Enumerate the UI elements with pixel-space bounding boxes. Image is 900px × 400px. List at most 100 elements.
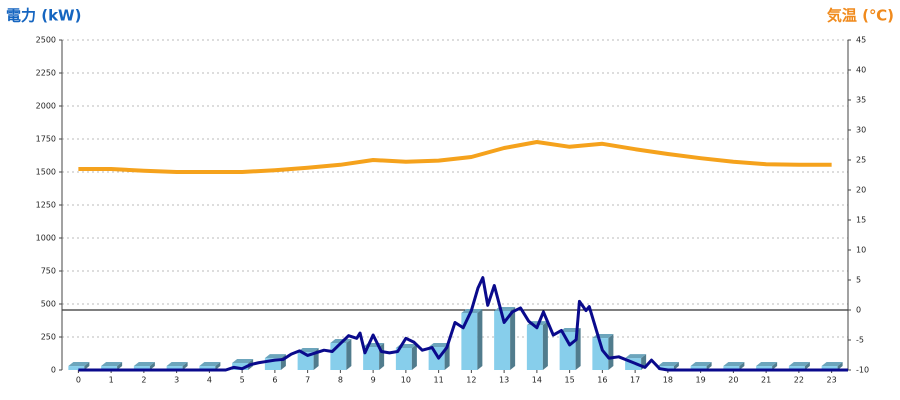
bar-top (428, 343, 450, 348)
x-tick-label: 7 (305, 376, 310, 385)
x-tick-label: 20 (728, 376, 738, 385)
bar-side (804, 362, 810, 370)
x-tick-label: 19 (696, 376, 706, 385)
y-tick-label: 750 (41, 267, 56, 276)
y2-tick-label: 40 (856, 66, 866, 75)
bar-side (477, 308, 483, 370)
bar (821, 366, 838, 370)
y-tick-label: 2250 (36, 69, 56, 78)
bar-top (821, 362, 843, 367)
x-tick-label: 11 (434, 376, 444, 385)
bar (723, 366, 740, 370)
bar (494, 310, 511, 370)
bar-top (68, 362, 90, 367)
bar-top (690, 362, 712, 367)
bar-side (542, 321, 548, 370)
x-tick-label: 9 (371, 376, 376, 385)
y2-tick-label: 5 (856, 276, 861, 285)
line (78, 140, 832, 174)
y2-tick-label: 30 (856, 126, 866, 135)
bar (592, 338, 609, 370)
bar (133, 366, 150, 370)
x-tick-label: 23 (827, 376, 837, 385)
y-axis-title: 電力 (kW) (6, 7, 81, 25)
x-tick-label: 16 (597, 376, 607, 385)
y2-tick-label: 10 (856, 246, 866, 255)
y-tick-label: 0 (51, 366, 56, 375)
bar-top (199, 362, 221, 367)
bar (788, 366, 805, 370)
bar (657, 366, 674, 370)
x-tick-label: 15 (565, 376, 575, 385)
x-tick-label: 14 (532, 376, 542, 385)
x-tick-label: 6 (272, 376, 277, 385)
bar-side (182, 362, 188, 370)
y-tick-label: 1500 (36, 168, 56, 177)
x-tick-label: 10 (401, 376, 411, 385)
bar-side (411, 343, 417, 370)
bar-top (788, 362, 810, 367)
bar (756, 366, 773, 370)
y-tick-label: 250 (41, 333, 56, 342)
bar-side (706, 362, 712, 370)
bar-top (297, 348, 319, 353)
x-tick-label: 5 (240, 376, 245, 385)
bar-top (559, 327, 581, 332)
x-tick-label: 1 (109, 376, 114, 385)
y2-tick-label: 20 (856, 186, 866, 195)
bar-top (133, 362, 155, 367)
bar-side (772, 362, 778, 370)
y2-axis-title: 気温 (℃) (827, 7, 894, 25)
bar (232, 363, 249, 370)
x-tick-label: 17 (630, 376, 640, 385)
y-tick-label: 2000 (36, 102, 56, 111)
line (78, 276, 848, 372)
bar (690, 366, 707, 370)
y-tick-label: 1000 (36, 234, 56, 243)
bar (363, 347, 380, 370)
bar-top (166, 362, 188, 367)
x-tick-label: 2 (141, 376, 146, 385)
y-tick-label: 1250 (36, 201, 56, 210)
bar (264, 358, 281, 370)
x-tick-label: 22 (794, 376, 804, 385)
y2-tick-label: -10 (856, 366, 869, 375)
bar-side (510, 306, 516, 370)
bar-top (264, 354, 286, 359)
x-tick-label: 12 (466, 376, 476, 385)
bar-top (657, 362, 679, 367)
x-tick-label: 3 (174, 376, 179, 385)
bar (101, 366, 118, 370)
y-tick-label: 2500 (36, 36, 56, 45)
bar (68, 366, 85, 370)
bar-side (346, 338, 352, 370)
x-tick-label: 8 (338, 376, 343, 385)
bar (199, 366, 216, 370)
x-tick-label: 13 (499, 376, 509, 385)
bar-side (215, 362, 221, 370)
y2-tick-label: 0 (856, 306, 861, 315)
bar-side (117, 362, 123, 370)
bar-side (608, 334, 614, 370)
bar-side (84, 362, 90, 370)
y2-tick-label: 15 (856, 216, 866, 225)
bar (559, 331, 576, 370)
bar (526, 325, 543, 370)
x-tick-label: 21 (761, 376, 771, 385)
y-tick-label: 1750 (36, 135, 56, 144)
x-tick-label: 0 (76, 376, 81, 385)
bar-side (739, 362, 745, 370)
bar (395, 347, 412, 370)
bar-side (149, 362, 155, 370)
bar-top (625, 354, 647, 359)
x-tick-label: 18 (663, 376, 673, 385)
bar-top (232, 359, 254, 364)
y2-tick-label: -5 (856, 336, 864, 345)
bar-side (673, 362, 679, 370)
y-tick-label: 500 (41, 300, 56, 309)
bar (428, 347, 445, 370)
bar-top (723, 362, 745, 367)
y2-tick-label: 25 (856, 156, 866, 165)
bar-top (756, 362, 778, 367)
